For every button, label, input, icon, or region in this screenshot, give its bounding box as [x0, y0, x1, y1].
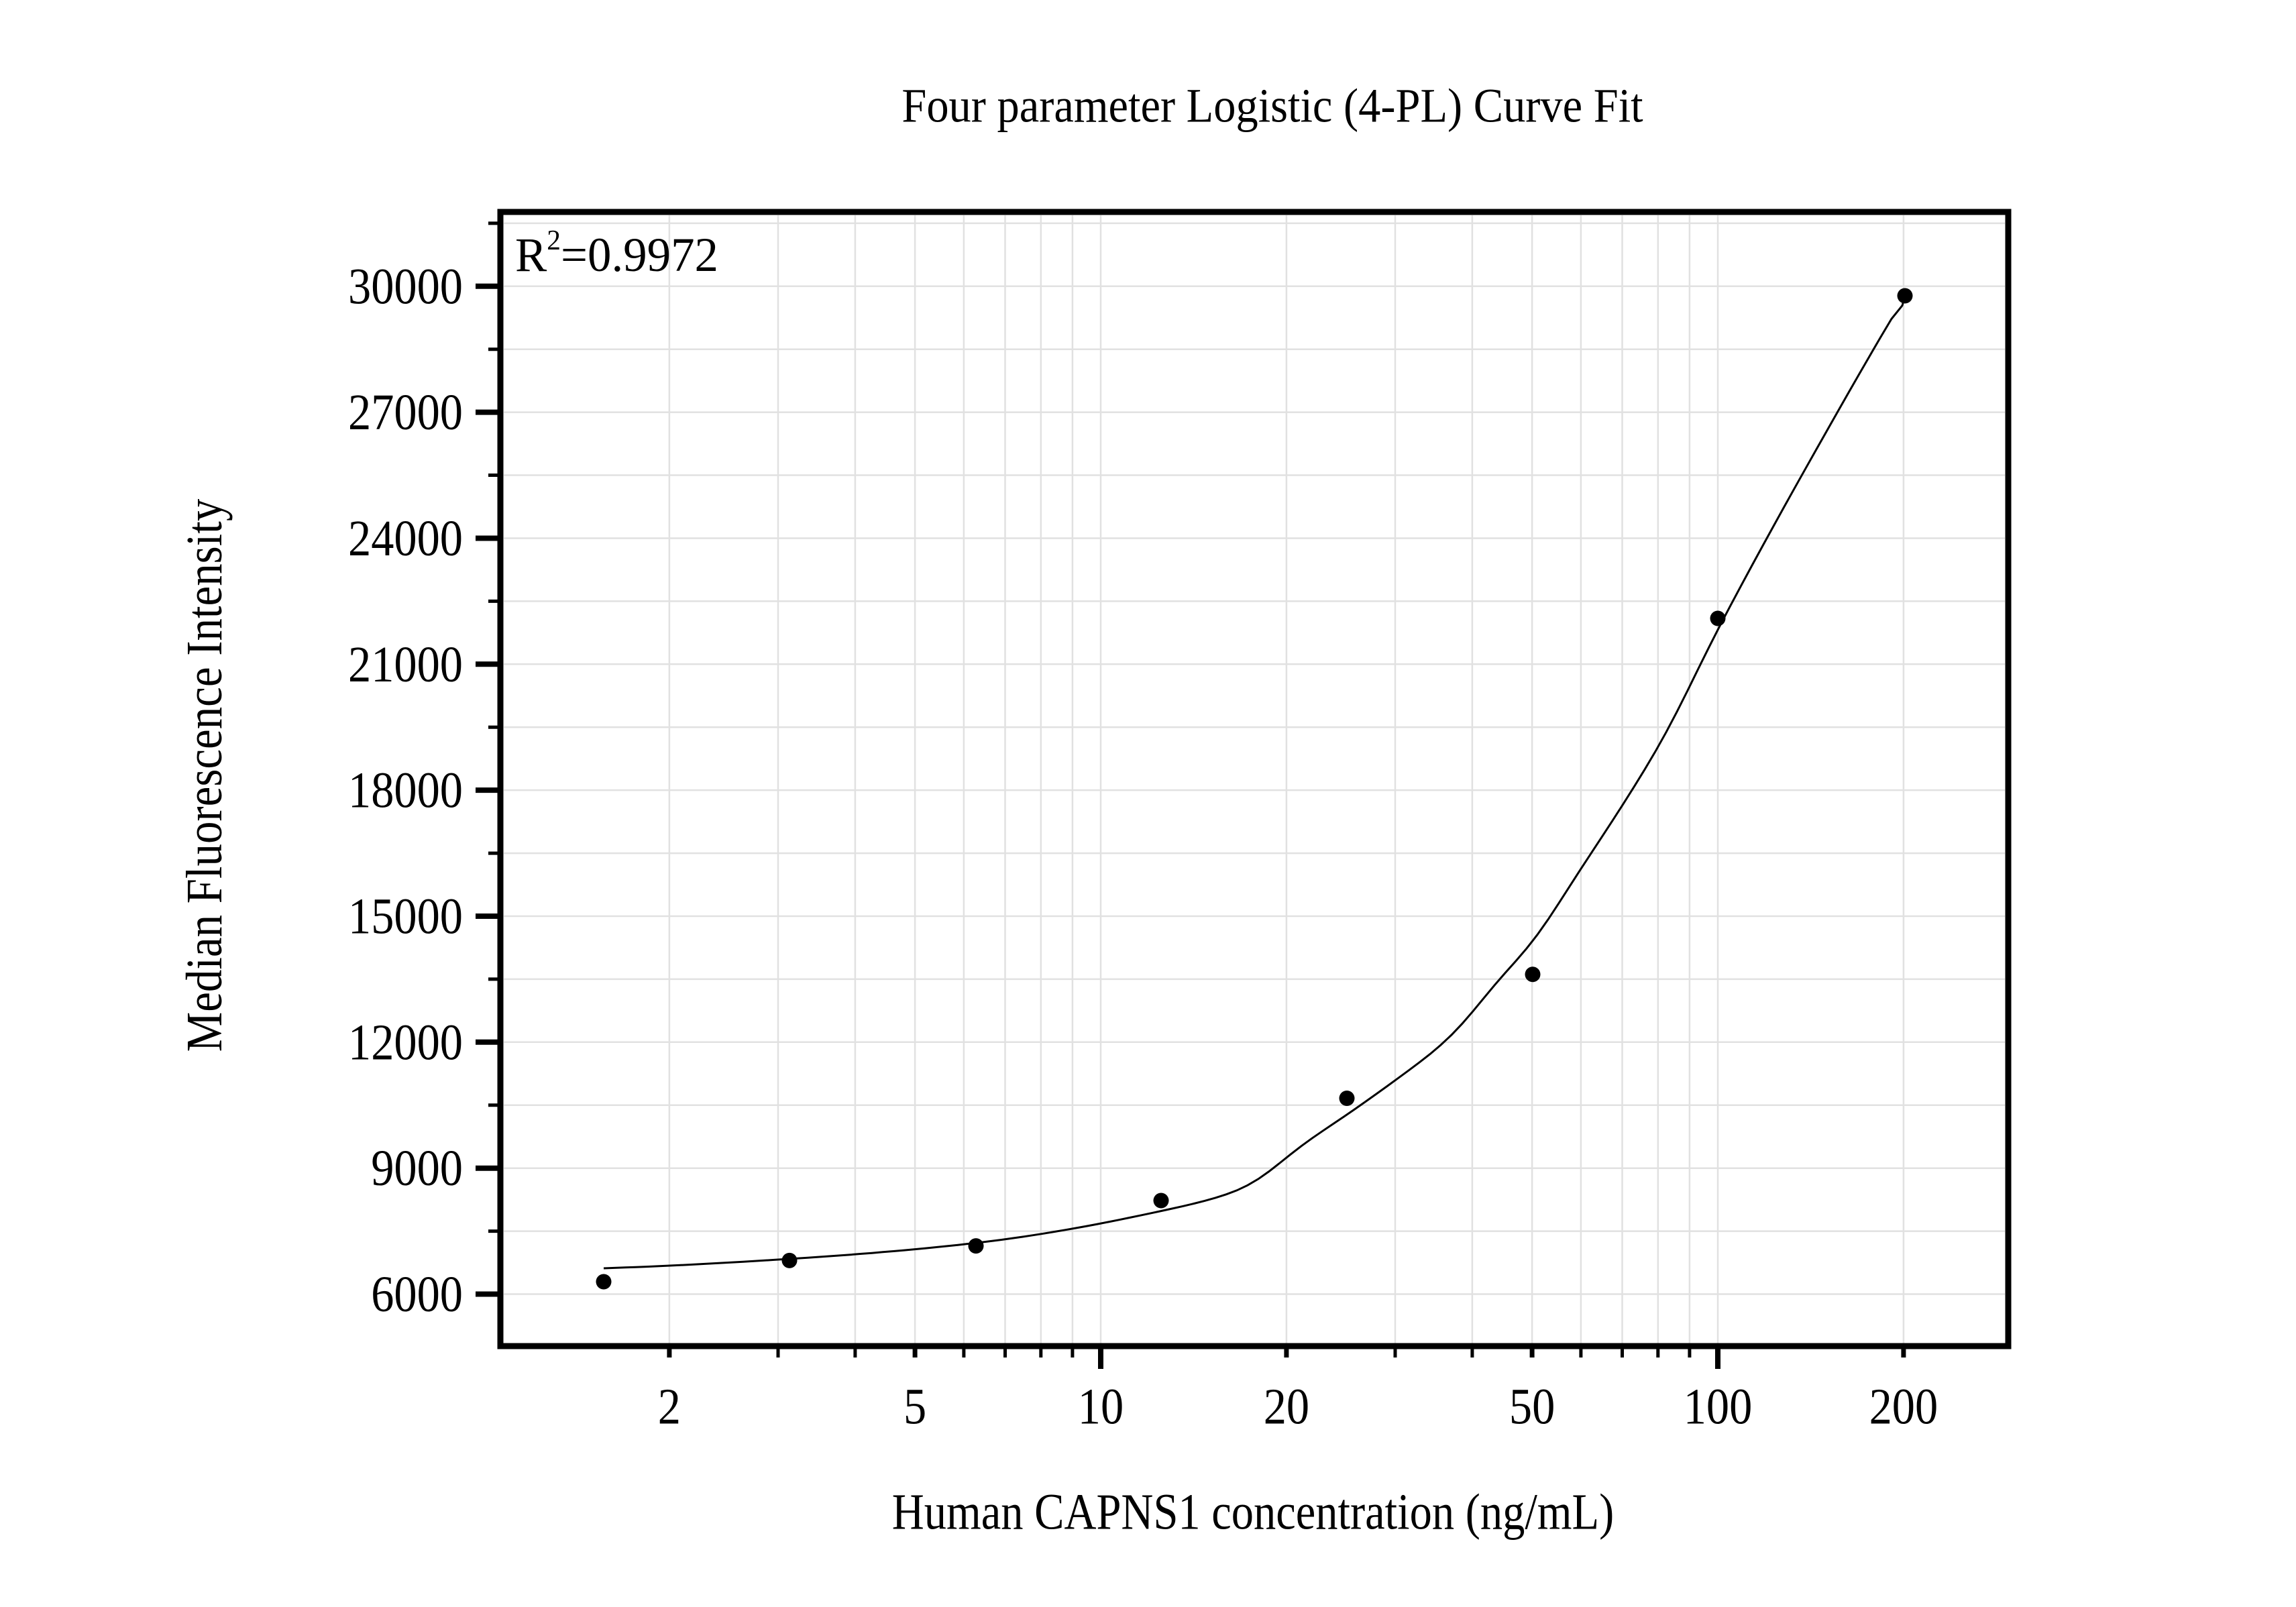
svg-text:10: 10	[1078, 1378, 1124, 1435]
svg-text:Human CAPNS1 concentration (ng: Human CAPNS1 concentration (ng/mL)	[892, 1484, 1615, 1541]
svg-text:18000: 18000	[348, 762, 463, 818]
svg-text:Four parameter Logistic (4-PL): Four parameter Logistic (4-PL) Curve Fit	[901, 78, 1643, 132]
svg-text:100: 100	[1684, 1378, 1753, 1435]
svg-text:9000: 9000	[371, 1140, 463, 1197]
svg-text:21000: 21000	[348, 636, 463, 693]
svg-text:30000: 30000	[348, 258, 463, 315]
svg-text:15000: 15000	[348, 888, 463, 944]
svg-text:12000: 12000	[348, 1014, 463, 1070]
svg-text:200: 200	[1869, 1378, 1938, 1435]
svg-text:24000: 24000	[348, 510, 463, 567]
svg-text:20: 20	[1264, 1378, 1309, 1435]
svg-text:R2=0.9972: R2=0.9972	[515, 225, 718, 282]
svg-text:50: 50	[1509, 1378, 1555, 1435]
svg-text:Median Fluorescence Intensity: Median Fluorescence Intensity	[176, 499, 233, 1052]
svg-text:5: 5	[904, 1378, 926, 1435]
svg-text:2: 2	[658, 1378, 681, 1435]
svg-text:27000: 27000	[348, 384, 463, 441]
svg-text:6000: 6000	[371, 1266, 463, 1323]
